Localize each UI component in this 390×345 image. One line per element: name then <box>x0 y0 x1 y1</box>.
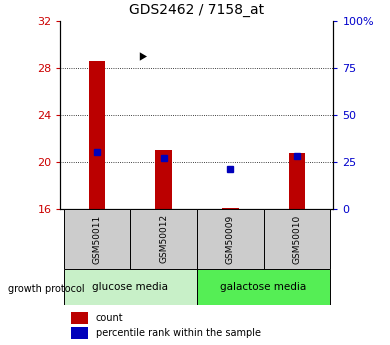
Bar <box>155 150 172 209</box>
Text: count: count <box>96 313 124 323</box>
Bar <box>89 61 105 209</box>
Bar <box>64 269 197 305</box>
Text: percentile rank within the sample: percentile rank within the sample <box>96 328 261 338</box>
Bar <box>64 209 130 269</box>
Bar <box>264 209 330 269</box>
Text: GSM50010: GSM50010 <box>292 214 301 264</box>
Text: GSM50012: GSM50012 <box>159 214 168 264</box>
Bar <box>289 154 305 209</box>
Text: GSM50011: GSM50011 <box>92 214 101 264</box>
Bar <box>130 209 197 269</box>
Bar <box>71 312 88 324</box>
Bar <box>222 208 239 209</box>
Polygon shape <box>140 52 147 61</box>
Bar <box>197 209 264 269</box>
Title: GDS2462 / 7158_at: GDS2462 / 7158_at <box>129 3 264 17</box>
Bar <box>197 269 330 305</box>
Text: galactose media: galactose media <box>220 282 307 292</box>
Text: glucose media: glucose media <box>92 282 168 292</box>
Text: GSM50009: GSM50009 <box>226 214 235 264</box>
Text: growth protocol: growth protocol <box>8 284 84 294</box>
Bar <box>71 327 88 339</box>
